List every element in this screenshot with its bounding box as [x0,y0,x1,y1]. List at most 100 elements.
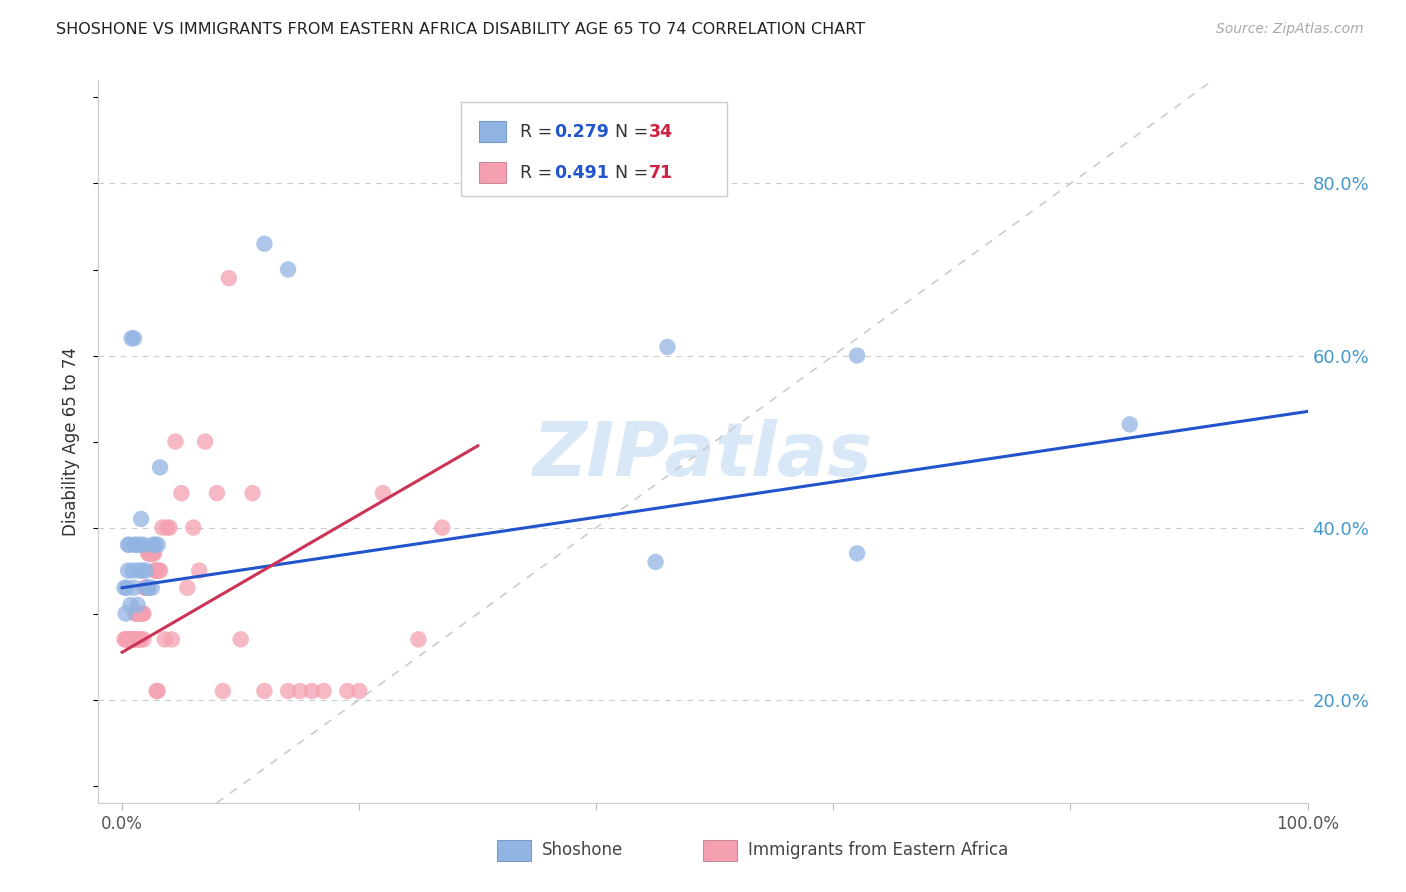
Point [149,564,172,578]
Point [846,349,869,363]
Point [122,581,145,595]
Point [129,607,152,621]
Point [149,460,172,475]
Point [146,538,169,552]
Point [152,520,174,534]
FancyBboxPatch shape [498,840,531,861]
Point [131,607,153,621]
Point [114,581,136,595]
Point [143,546,166,560]
Point [153,632,176,647]
Point [118,632,141,647]
Point [115,632,138,647]
Point [253,684,276,698]
Point [212,684,235,698]
Point [117,632,139,647]
Point [128,632,150,647]
Point [181,520,204,534]
Point [135,581,157,595]
Point [120,632,142,647]
Point [118,538,141,552]
Point [277,684,299,698]
Point [122,331,145,345]
Point [156,520,179,534]
Point [136,581,159,595]
Point [253,236,276,251]
Point [129,538,152,552]
Point [176,581,198,595]
Point [136,546,159,560]
Point [136,581,159,595]
Text: R =: R = [520,164,558,183]
Point [129,607,152,621]
Point [129,632,152,647]
Point [846,546,869,560]
Point [121,632,143,647]
Point [114,607,136,621]
Point [194,434,217,449]
Point [312,684,335,698]
Point [127,598,149,612]
Point [115,581,138,595]
Point [138,546,160,560]
Point [117,538,139,552]
Point [1119,417,1142,432]
Point [277,262,299,277]
Point [121,632,143,647]
Point [138,546,160,560]
Point [117,564,139,578]
Point [142,538,165,552]
Point [371,486,394,500]
Point [129,512,152,526]
Point [242,486,264,500]
Text: 34: 34 [648,123,672,141]
Text: ZIPatlas: ZIPatlas [533,419,873,492]
Point [122,632,145,647]
Point [146,684,169,698]
Point [124,607,146,621]
Point [146,564,169,578]
Point [135,581,157,595]
Point [125,538,148,552]
Point [143,564,166,578]
Point [127,607,149,621]
Point [121,564,143,578]
Y-axis label: Disability Age 65 to 74: Disability Age 65 to 74 [62,347,80,536]
Point [205,486,228,500]
Point [128,564,150,578]
Text: Immigrants from Eastern Africa: Immigrants from Eastern Africa [748,841,1008,860]
Text: 0.491: 0.491 [554,164,609,183]
Text: Source: ZipAtlas.com: Source: ZipAtlas.com [1216,22,1364,37]
Point [136,581,159,595]
Point [218,271,240,285]
Point [125,607,148,621]
Text: N =: N = [614,164,654,183]
Point [288,684,311,698]
Point [114,632,136,647]
Point [121,331,143,345]
Point [143,538,166,552]
Point [165,434,187,449]
Point [132,607,155,621]
Point [141,581,163,595]
Point [127,632,149,647]
Point [145,684,167,698]
Point [143,564,166,578]
Point [657,340,679,354]
Point [124,538,146,552]
Text: 0.279: 0.279 [554,123,609,141]
Point [117,632,139,647]
Point [135,564,157,578]
Text: Shoshone: Shoshone [543,841,623,860]
Point [132,538,155,552]
Text: N =: N = [614,123,654,141]
Point [159,520,181,534]
Point [139,546,162,560]
Point [229,632,252,647]
Point [131,564,153,578]
Point [114,632,136,647]
Point [120,598,142,612]
Point [121,632,143,647]
Point [347,684,370,698]
Point [432,520,454,534]
